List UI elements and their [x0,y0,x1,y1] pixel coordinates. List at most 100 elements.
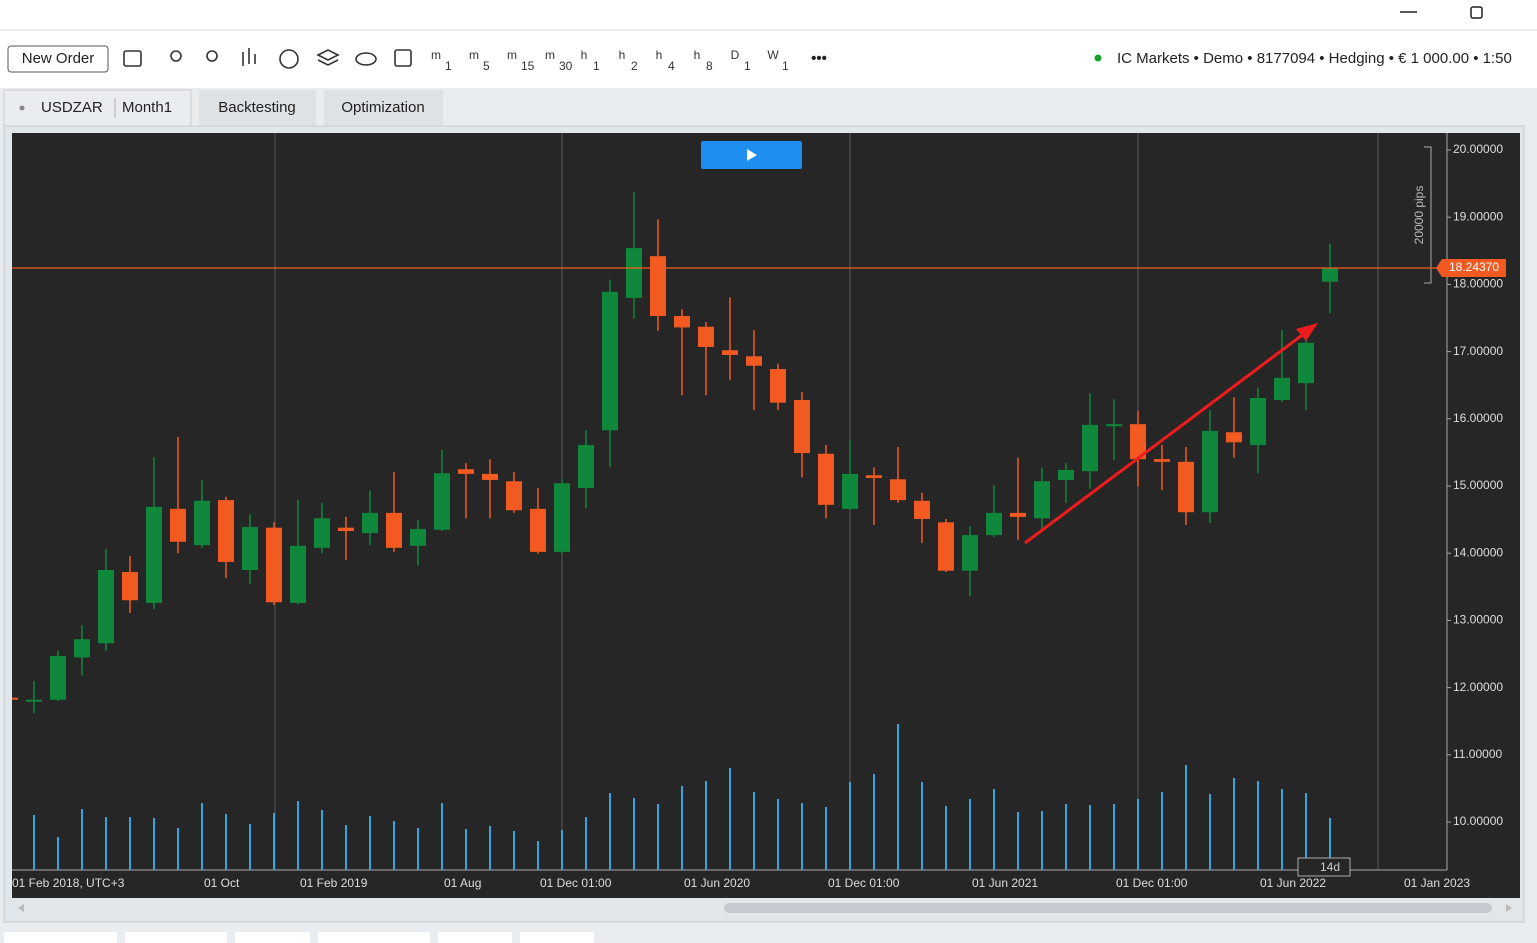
candle-body [170,508,186,542]
candle-body [554,483,570,552]
layers-icon[interactable] [316,49,340,66]
bottom-tab[interactable] [4,932,117,943]
bottom-tab[interactable] [438,932,512,943]
candle-body [146,506,162,603]
candle-body [794,399,810,454]
price-tag [1436,259,1506,278]
x-tick-label: 01 Jan 2023 [1404,876,1470,890]
chart-area [12,133,1520,898]
bottom-tab[interactable] [520,932,594,943]
candle-body [626,248,642,298]
chart-type-icon[interactable] [242,48,256,66]
account-info: IC Markets • Demo • 8177094 • Hedging • … [1117,50,1512,67]
play-icon [747,149,757,161]
bottom-tab[interactable] [125,932,227,943]
timeframe-button[interactable]: W [767,48,779,62]
candle-body [122,572,138,601]
price-label: 18.24370 [1449,260,1499,274]
timeframe-button[interactable]: D [731,48,740,62]
x-tick-label: 01 Dec 01:00 [540,876,612,890]
candle-body [98,570,114,644]
candle-body [578,445,594,489]
new-order-button[interactable] [7,45,109,73]
y-tick-label: 19.00000 [1453,209,1503,223]
candle-body [962,535,978,571]
candle-body [938,522,954,571]
range-label: 20000 pips [1412,186,1426,245]
candle-body [1154,459,1170,462]
tools-icon[interactable] [394,49,412,67]
scroll-thumb[interactable] [724,903,1492,913]
candle-body [770,369,786,403]
duration-box [1297,857,1351,877]
backtesting-tab[interactable] [199,90,316,126]
candle-body [50,656,66,700]
candle-body [26,699,42,702]
y-tick-label: 18.00000 [1453,277,1503,291]
candle-body [362,512,378,534]
duration-label: 14d [1320,860,1340,874]
timeframe-button[interactable]: m [469,48,479,62]
candle-body [1202,430,1218,513]
backtesting-label: Backtesting [218,99,296,116]
timeframe-sub: 1 [744,59,751,73]
x-tick-label: 01 Feb 2018, UTC+3 [12,876,125,890]
timeframe-sub: 4 [668,59,675,73]
timeframe-sub: 15 [521,59,535,73]
timeframe-button[interactable]: m [545,48,555,62]
bottom-tab[interactable] [235,932,310,943]
candle-body [458,469,474,474]
candle-body [506,481,522,511]
candles [12,191,1338,870]
scroll-right[interactable] [1506,904,1512,912]
symbol-tab[interactable] [3,89,192,127]
timeframe-button[interactable]: h [619,48,626,62]
layout-icon[interactable] [123,50,142,67]
y-tick-label: 20.00000 [1453,142,1503,156]
candle-body [266,527,282,603]
timeframe-sub: 1 [782,59,789,73]
x-tick-label: 01 Feb 2019 [300,876,368,890]
timeframe-sub: 5 [483,59,490,73]
timeframe-button[interactable]: h [694,48,701,62]
candle-body [1082,424,1098,472]
candle-body [698,326,714,347]
optimization-label: Optimization [341,99,424,116]
timeframe-button[interactable]: m [431,48,441,62]
candle-body [866,475,882,478]
candle-body [1250,397,1266,446]
timeframe-button[interactable]: h [656,48,663,62]
toolbar [0,30,1537,88]
watch-icon[interactable] [355,52,377,66]
trend-arrow [1024,331,1306,545]
candle-body [434,473,450,530]
toolbar-icons [123,48,412,69]
candle-body [1178,461,1194,513]
optimization-tab[interactable] [324,90,443,126]
candle-body [338,527,354,532]
zoom-out-icon[interactable] [206,50,218,62]
candle-body [12,697,18,700]
candle-body [218,500,234,562]
timeframe-button[interactable]: h [581,48,588,62]
candle-body [314,518,330,548]
scroll-left[interactable] [18,904,24,912]
timeframe-sub: 1 [593,59,600,73]
symbol-name: USDZAR [41,99,103,116]
candle-body [746,356,762,366]
timeframe-button[interactable]: m [507,48,517,62]
indicator-icon[interactable] [279,49,299,69]
candle-body [530,508,546,552]
timeframe-sub: 8 [706,59,713,73]
candle-body [650,256,666,316]
zoom-in-icon[interactable] [170,50,182,62]
restore-button[interactable] [1470,6,1483,19]
candle-body [482,473,498,480]
x-tick-label: 01 Jun 2020 [684,876,750,890]
candle-body [386,512,402,548]
bottom-tab[interactable] [318,932,430,943]
x-tick-label: 01 Aug [444,876,481,890]
y-tick-label: 16.00000 [1453,411,1503,425]
more-button[interactable]: ••• [811,50,827,67]
